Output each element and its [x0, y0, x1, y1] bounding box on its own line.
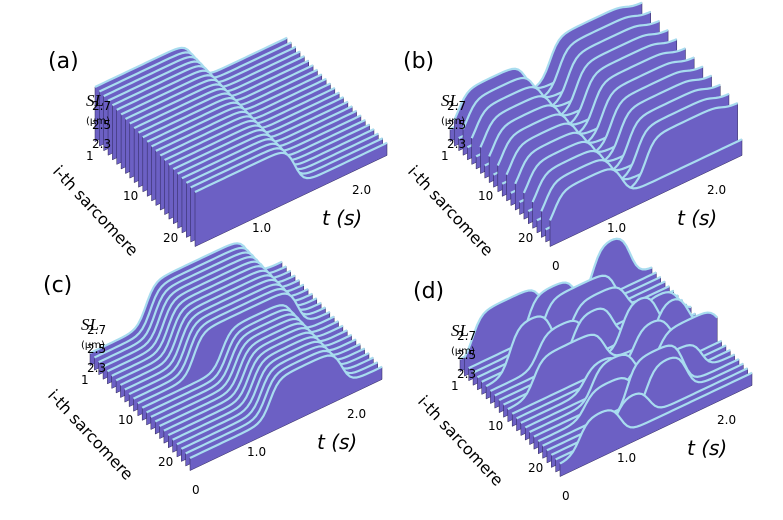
panel-label: (c) — [43, 273, 72, 298]
y-unit: (μm) — [451, 346, 475, 357]
sarcomere-tick-label: 10 — [488, 419, 503, 433]
t-label: t (s) — [322, 206, 362, 230]
t-tick-label: 0 — [562, 489, 570, 503]
sarcomere-tick-label: 20 — [163, 231, 178, 245]
panel: (d) SL (μm) 2.7 2.5 2.31 10 20 i-th sarcomere 0 1.… — [413, 237, 753, 503]
panel-label: (b) — [403, 49, 434, 74]
y-label: SL — [441, 91, 459, 110]
t-tick-label: 2.0 — [707, 183, 726, 197]
sarcomere-tick-label: 10 — [478, 189, 493, 203]
t-label: t (s) — [687, 436, 727, 460]
sarcomere-tick-label: 1 — [86, 149, 94, 163]
sarcomere-tick-label: 20 — [528, 461, 543, 475]
sarcomere-label: i-th sarcomere — [49, 162, 142, 260]
sarcomere-tick-label: 1 — [81, 373, 89, 387]
ribbon-top — [548, 138, 743, 221]
y-tick-label: 2.5 — [87, 342, 106, 356]
y-tick-label: 2.7 — [457, 329, 476, 343]
panel: (b) SL (μm) 2.7 2.5 2.31 10 20 i-th sarcomere 0 1.… — [403, 1, 743, 273]
sarcomere-tick-label: 10 — [123, 189, 138, 203]
t-tick-label: 0 — [552, 259, 560, 273]
t-tick-label: 2.0 — [347, 407, 366, 421]
ribbon-top — [559, 371, 753, 465]
t-tick-label: 2.0 — [717, 413, 736, 427]
y-tick-label: 2.5 — [447, 118, 466, 132]
sarcomere-label: i-th sarcomere — [44, 386, 137, 484]
y-tick-label: 2.3 — [447, 137, 466, 151]
y-tick-label: 2.7 — [87, 323, 106, 337]
y-unit: (μm) — [86, 116, 110, 127]
y-tick-label: 2.7 — [92, 99, 111, 113]
ribbon-top — [472, 280, 666, 374]
panel: (c) SL (μm) 2.7 2.5 2.31 10 20 i-th sarcomere 0 1.… — [43, 242, 383, 497]
ribbon-top — [137, 292, 331, 405]
y-label: SL — [451, 321, 469, 340]
sarcomere-tick-label: 1 — [441, 149, 449, 163]
sarcomere-tick-label: 20 — [518, 231, 533, 245]
y-tick-label: 2.3 — [92, 137, 111, 151]
ribbon-top — [546, 344, 740, 452]
t-tick-label: 0 — [192, 483, 200, 497]
y-label: SL — [86, 91, 104, 110]
sarcomere-label: i-th sarcomere — [404, 162, 497, 260]
sarcomere-tick-label: 20 — [158, 455, 173, 469]
y-unit: (μm) — [81, 340, 105, 351]
panel-label: (d) — [413, 279, 444, 304]
t-tick-label: 1.0 — [252, 221, 271, 235]
y-tick-label: 2.3 — [457, 367, 476, 381]
ribbon-top — [189, 354, 383, 459]
y-tick-label: 2.5 — [457, 348, 476, 362]
t-label: t (s) — [317, 430, 357, 454]
t-tick-label: 1.0 — [607, 221, 626, 235]
y-tick-label: 2.3 — [87, 361, 106, 375]
t-label: t (s) — [677, 206, 717, 230]
y-tick-label: 2.5 — [92, 118, 111, 132]
ribbon-top — [194, 141, 388, 193]
y-unit: (μm) — [441, 116, 465, 127]
y-tick-label: 2.7 — [447, 99, 466, 113]
y-label: SL — [81, 315, 99, 334]
sarcomere-label: i-th sarcomere — [414, 392, 507, 490]
t-tick-label: 1.0 — [247, 445, 266, 459]
panel-label: (a) — [48, 49, 79, 74]
sarcomere-tick-label: 10 — [118, 413, 133, 427]
t-tick-label: 2.0 — [352, 183, 371, 197]
t-tick-label: 1.0 — [617, 451, 636, 465]
sarcomere-tick-label: 1 — [451, 379, 459, 393]
